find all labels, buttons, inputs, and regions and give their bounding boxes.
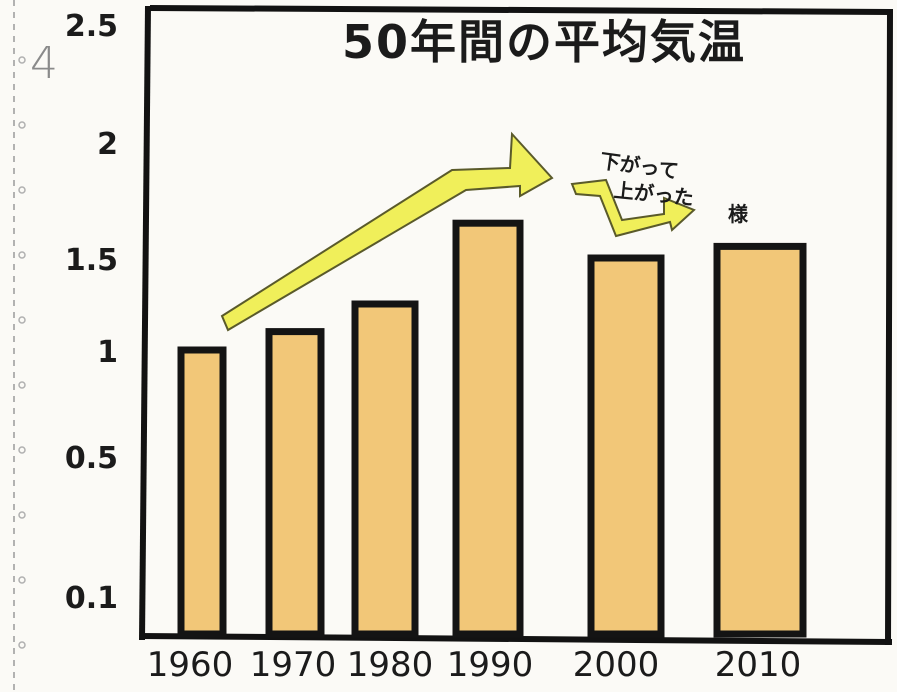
x-tick-label: 2010 <box>715 645 802 685</box>
y-tick-label: 0.1 <box>65 581 118 616</box>
y-tick-label: 0.5 <box>65 441 118 476</box>
bar-2000 <box>587 254 665 638</box>
x-axis <box>139 633 893 645</box>
binder-hole <box>18 56 26 64</box>
x-tick-label: 1990 <box>447 645 534 685</box>
y-tick-label: 2 <box>97 127 118 162</box>
x-tick-label: 1980 <box>347 645 434 685</box>
binder-hole <box>18 511 26 519</box>
binder-hole <box>18 446 26 454</box>
bar-1970 <box>265 328 325 638</box>
x-tick-label: 1960 <box>147 645 234 685</box>
binder-hole <box>18 251 26 259</box>
binder-hole <box>18 576 26 584</box>
binder-hole <box>18 121 26 129</box>
binder-hole <box>18 381 26 389</box>
bar-1980 <box>351 300 419 638</box>
binder-hole <box>18 316 26 324</box>
binder-hole <box>18 641 26 649</box>
annotation-suffix: 様 <box>728 202 748 226</box>
trend-arrow-up <box>220 131 554 332</box>
y-axis <box>139 5 151 641</box>
x-tick-label: 2000 <box>573 645 660 685</box>
bar-2010 <box>713 242 807 638</box>
page-number: 4 <box>30 38 58 89</box>
bar-1960 <box>177 346 227 638</box>
chart-frame <box>149 5 894 646</box>
y-tick-label: 2.5 <box>65 9 118 44</box>
trend-arrow-dip <box>570 178 696 238</box>
binder-holes <box>18 56 26 649</box>
y-tick-label: 1.5 <box>65 243 118 278</box>
x-tick-label: 1970 <box>250 645 337 685</box>
bar-1990 <box>452 219 524 638</box>
binder-hole <box>18 186 26 194</box>
y-tick-label: 1 <box>97 335 118 370</box>
chart-title: 50年間の平均気温 <box>342 15 747 69</box>
